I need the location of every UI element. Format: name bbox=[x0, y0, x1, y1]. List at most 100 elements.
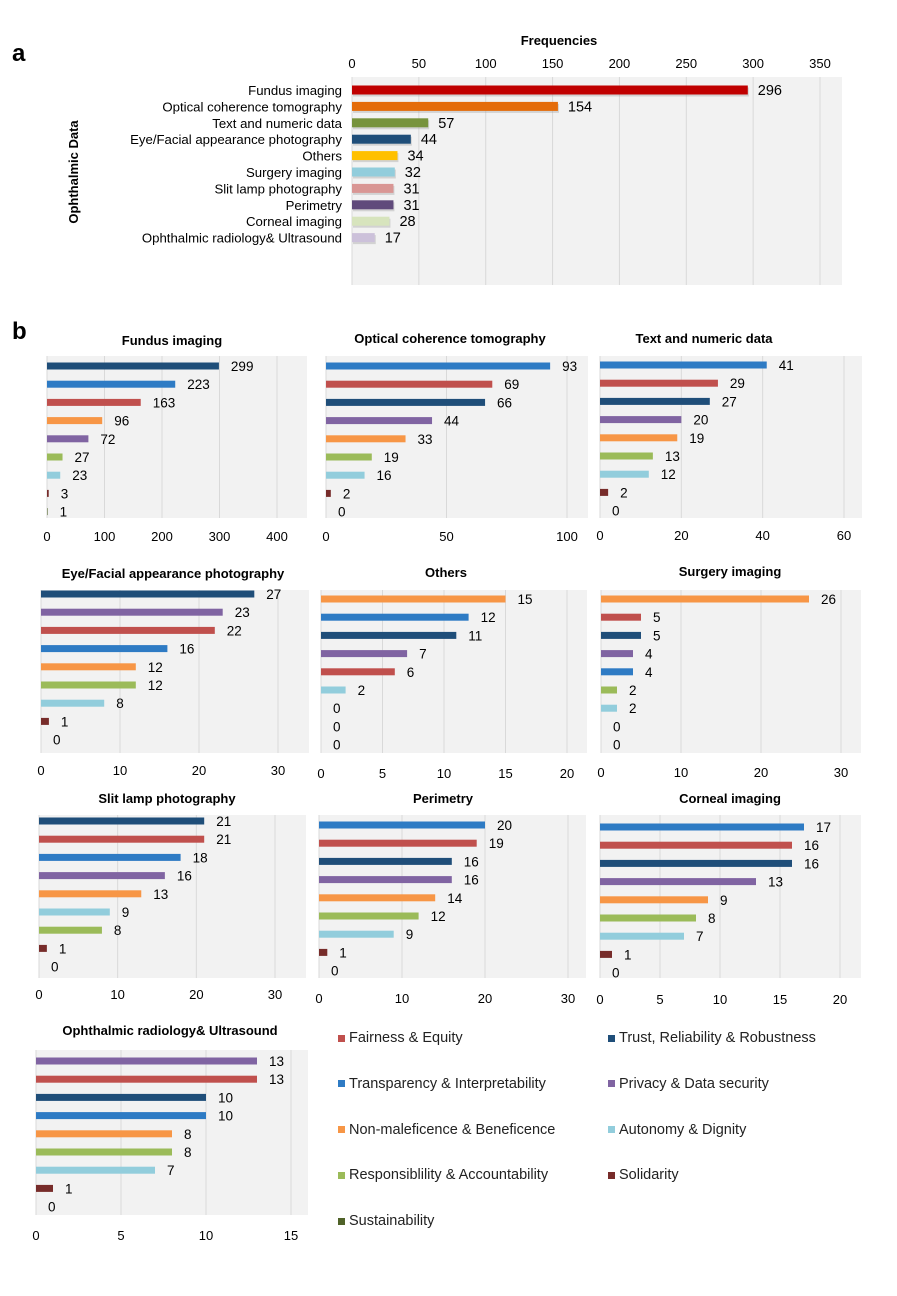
category-label: Optical coherence tomography bbox=[162, 99, 342, 114]
bar bbox=[600, 452, 653, 460]
bar bbox=[352, 151, 398, 161]
x-tick-label: 10 bbox=[395, 991, 409, 1006]
data-label: 57 bbox=[438, 116, 454, 132]
data-label: 2 bbox=[629, 701, 637, 716]
bar bbox=[326, 380, 493, 388]
bar bbox=[36, 1148, 172, 1156]
category-label: Surgery imaging bbox=[246, 165, 342, 180]
bar bbox=[36, 1130, 172, 1138]
data-label: 10 bbox=[218, 1109, 233, 1124]
data-label: 27 bbox=[266, 587, 281, 602]
bar bbox=[47, 417, 103, 425]
bar bbox=[600, 914, 696, 922]
chart-title: Optical coherence tomography bbox=[354, 331, 546, 346]
x-tick-label: 5 bbox=[379, 766, 386, 781]
data-label: 223 bbox=[187, 377, 210, 392]
data-label: 0 bbox=[333, 738, 341, 753]
legend-item: Sustainability bbox=[338, 1213, 434, 1229]
data-label: 1 bbox=[339, 945, 347, 960]
bar bbox=[319, 857, 452, 865]
data-label: 66 bbox=[497, 395, 512, 410]
legend-label: Fairness & Equity bbox=[349, 1030, 463, 1046]
bar bbox=[321, 631, 457, 639]
bar bbox=[600, 416, 682, 424]
bar bbox=[601, 613, 641, 621]
chart-title: Corneal imaging bbox=[679, 791, 781, 806]
data-label: 0 bbox=[338, 505, 346, 520]
bar bbox=[47, 435, 89, 443]
bar bbox=[41, 681, 136, 689]
legend-item: Privacy & Data security bbox=[608, 1076, 769, 1092]
bar bbox=[319, 876, 452, 884]
x-tick-label: 0 bbox=[596, 528, 603, 543]
chart-title: Ophthalmic radiology& Ultrasound bbox=[62, 1023, 277, 1038]
x-tick-label: 10 bbox=[113, 763, 127, 778]
bar bbox=[600, 434, 678, 442]
bar bbox=[319, 930, 394, 938]
legend-swatch bbox=[608, 1034, 615, 1042]
data-label: 13 bbox=[269, 1072, 284, 1087]
data-label: 1 bbox=[59, 941, 67, 956]
x-tick-label: 15 bbox=[773, 992, 787, 1007]
bar bbox=[321, 595, 506, 603]
bar bbox=[36, 1184, 53, 1192]
x-tick-label: 150 bbox=[542, 56, 564, 71]
x-tick-label: 0 bbox=[348, 56, 355, 71]
bar bbox=[36, 1075, 257, 1083]
x-tick-label: 15 bbox=[498, 766, 512, 781]
x-tick-label: 20 bbox=[833, 992, 847, 1007]
data-label: 0 bbox=[53, 733, 61, 748]
bar bbox=[39, 944, 47, 952]
legend-swatch bbox=[338, 1171, 345, 1179]
data-label: 5 bbox=[653, 628, 661, 643]
data-label: 15 bbox=[518, 592, 533, 607]
data-label: 16 bbox=[179, 642, 194, 657]
data-label: 12 bbox=[431, 909, 446, 924]
bar bbox=[600, 823, 804, 831]
bar bbox=[41, 626, 215, 634]
x-tick-label: 40 bbox=[755, 528, 769, 543]
bar bbox=[319, 839, 477, 847]
x-tick-label: 100 bbox=[94, 529, 116, 544]
data-label: 3 bbox=[61, 486, 69, 501]
data-label: 12 bbox=[148, 660, 163, 675]
bar bbox=[600, 859, 792, 867]
legend-label: Transparency & Interpretability bbox=[349, 1075, 546, 1092]
data-label: 8 bbox=[114, 923, 122, 938]
x-tick-label: 0 bbox=[322, 529, 329, 544]
data-label: 8 bbox=[184, 1127, 192, 1142]
data-label: 11 bbox=[468, 628, 482, 643]
data-label: 10 bbox=[218, 1090, 233, 1105]
bar bbox=[600, 397, 710, 405]
data-label: 20 bbox=[497, 818, 512, 833]
bar bbox=[321, 686, 346, 694]
bar bbox=[352, 167, 395, 177]
data-label: 16 bbox=[464, 873, 479, 888]
bar bbox=[319, 894, 436, 902]
x-tick-label: 10 bbox=[437, 766, 451, 781]
chart-title: Eye/Facial appearance photography bbox=[62, 566, 285, 581]
bar bbox=[39, 890, 142, 898]
data-label: 2 bbox=[358, 683, 366, 698]
bar bbox=[319, 821, 485, 829]
data-label: 0 bbox=[48, 1200, 56, 1215]
legend-label: Solidarity bbox=[619, 1167, 679, 1184]
x-tick-label: 0 bbox=[597, 765, 604, 780]
bar bbox=[352, 216, 390, 226]
y-axis-title: Ophthalmic Data bbox=[66, 120, 81, 224]
data-label: 69 bbox=[504, 377, 519, 392]
chart-oct: 0 50 100 Optical coherence tomography 93 69 66… bbox=[322, 331, 588, 544]
x-tick-label: 250 bbox=[675, 56, 697, 71]
bar bbox=[47, 489, 49, 497]
legend-item: Transparency & Interpretability bbox=[338, 1076, 546, 1092]
legend-label: Autonomy & Dignity bbox=[619, 1121, 747, 1138]
x-tick-label: 200 bbox=[609, 56, 631, 71]
data-label: 0 bbox=[612, 966, 620, 981]
data-label: 9 bbox=[406, 927, 414, 942]
legend-label: Sustainability bbox=[349, 1213, 435, 1230]
